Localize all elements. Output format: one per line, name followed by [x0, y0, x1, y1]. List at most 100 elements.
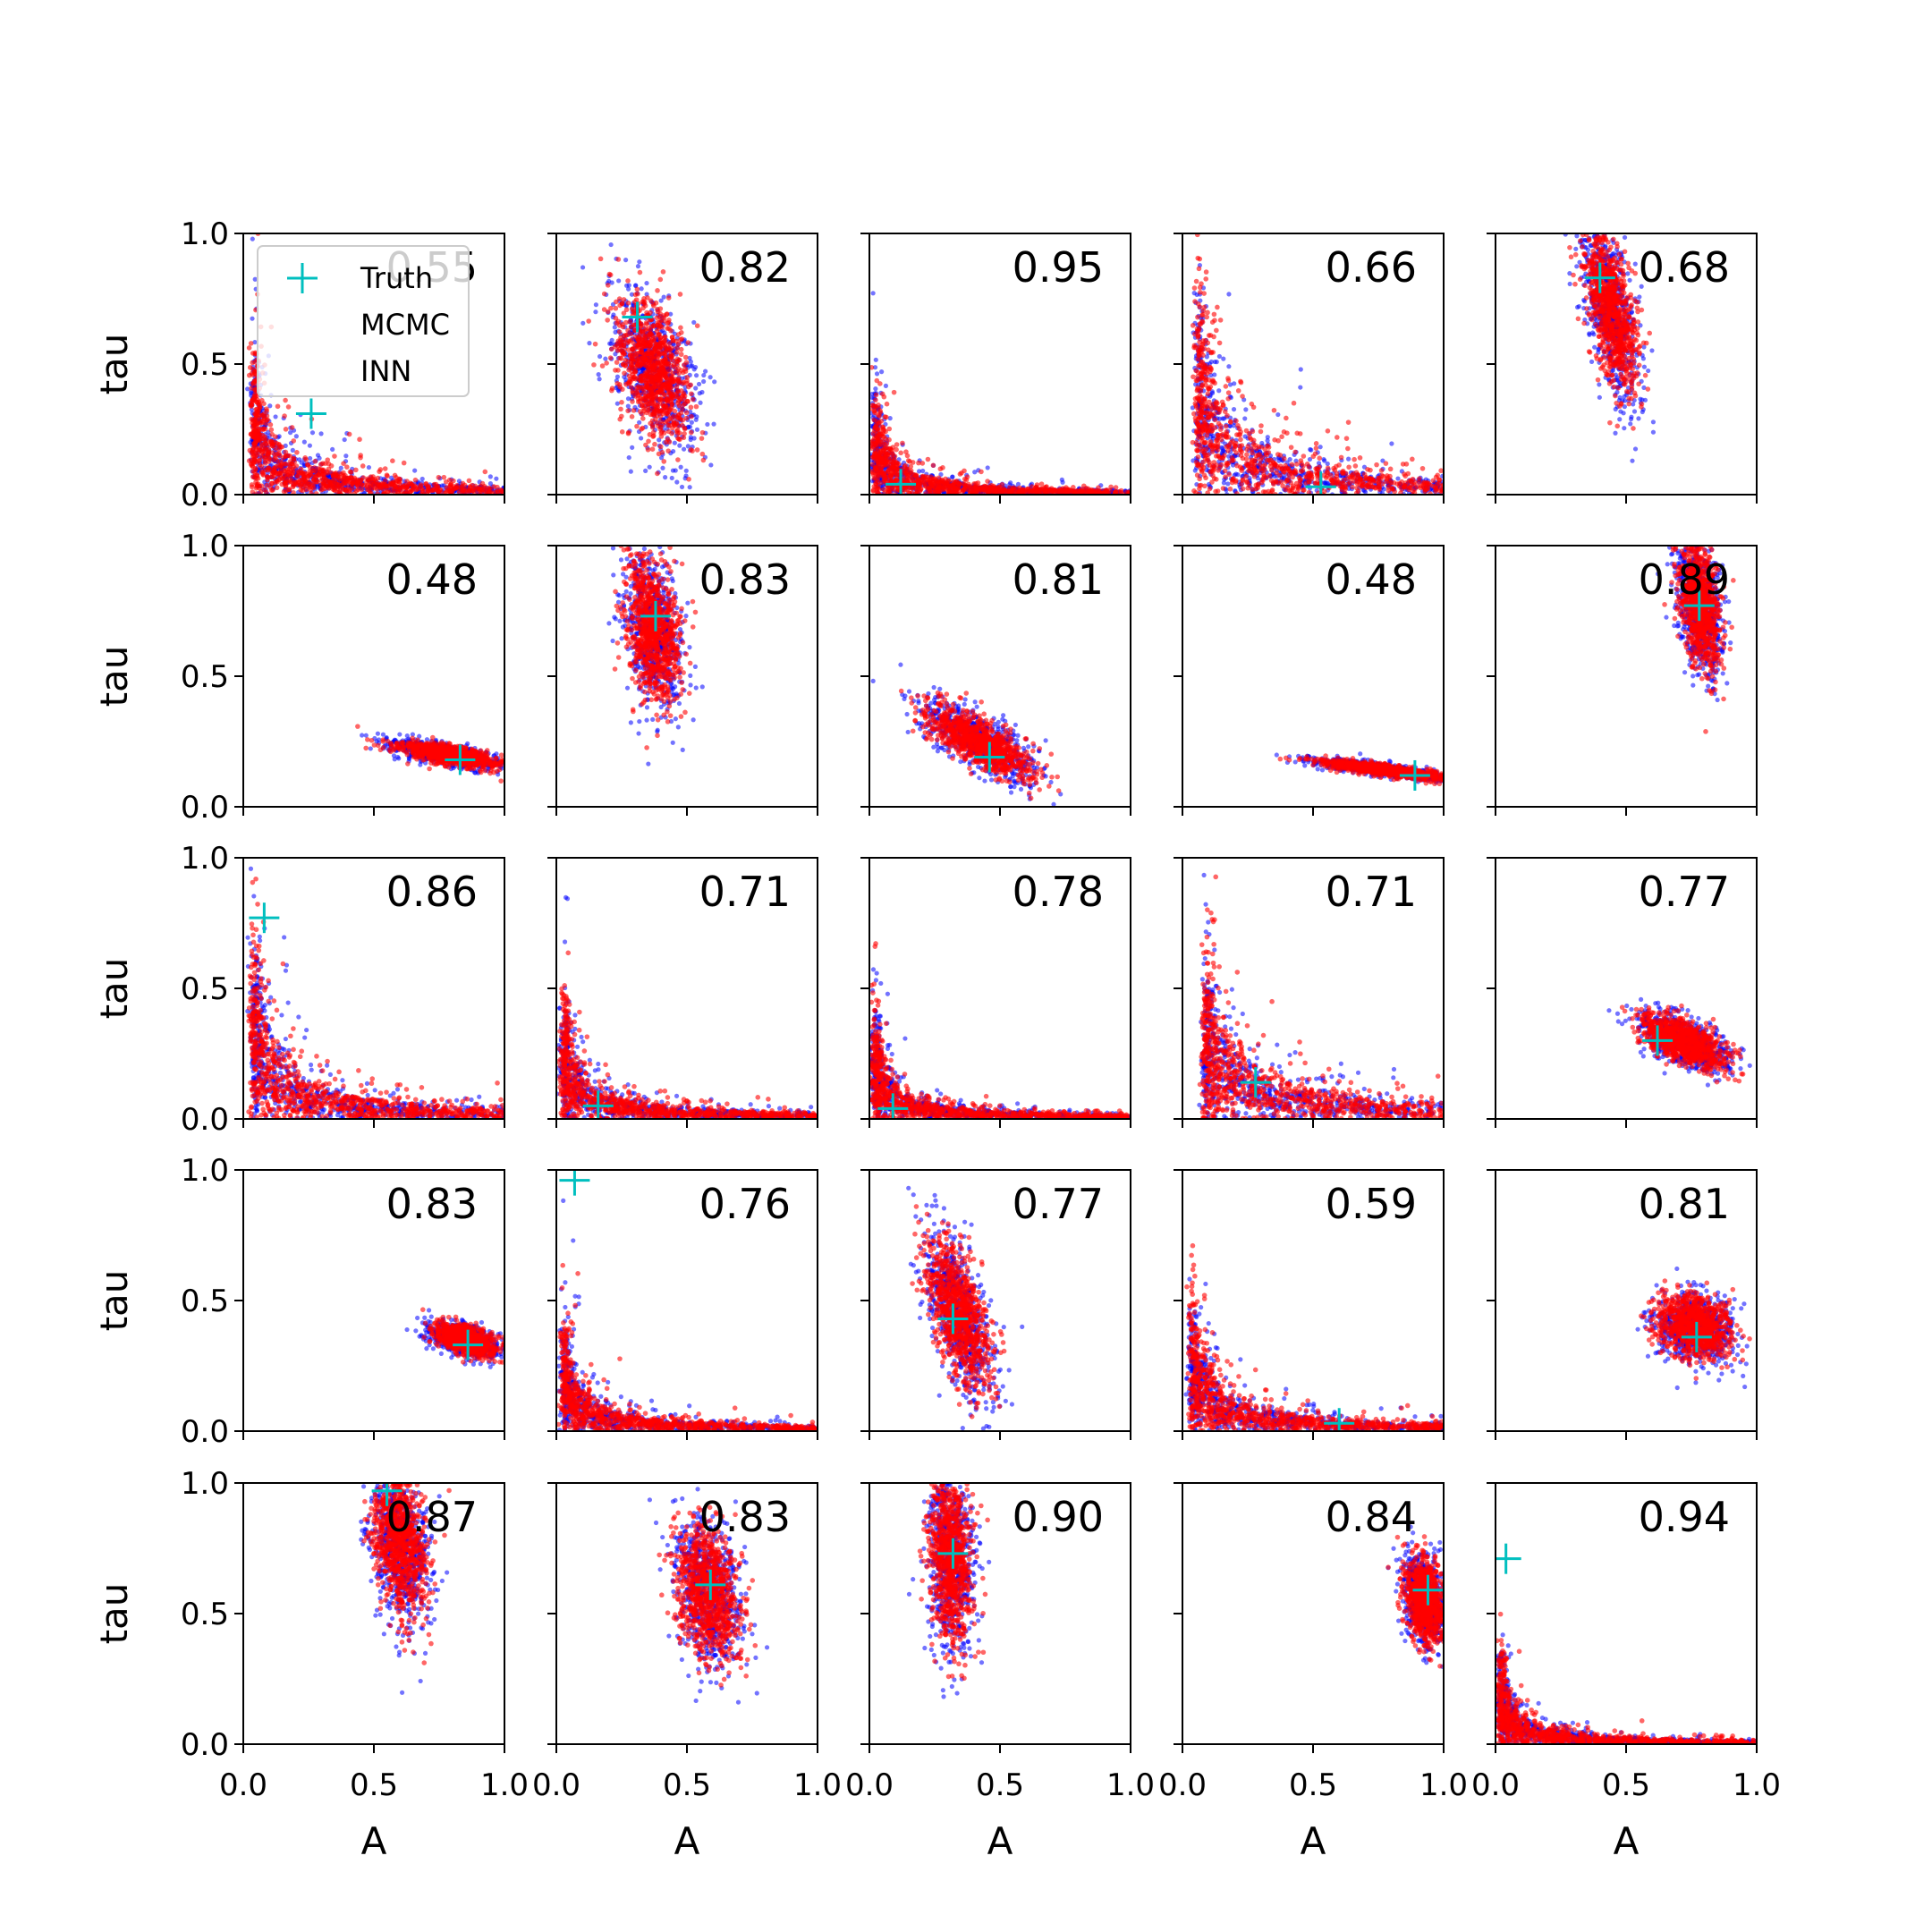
mcmc-point	[688, 435, 693, 440]
inn-point	[365, 487, 370, 493]
inn-point	[663, 374, 668, 380]
mcmc-point	[301, 439, 307, 445]
inn-point	[655, 309, 661, 315]
inn-point	[962, 487, 967, 493]
inn-point	[647, 332, 653, 338]
inn-point	[637, 269, 643, 275]
inn-point	[665, 380, 672, 386]
inn-point	[644, 377, 649, 383]
inn-point	[254, 409, 260, 415]
mcmc-point	[307, 443, 312, 448]
inn-point	[877, 441, 883, 447]
inn-point	[660, 402, 666, 409]
inn-point	[869, 462, 876, 468]
inn-point	[675, 389, 682, 394]
inn-point	[915, 484, 921, 490]
inn-point	[368, 481, 374, 487]
inn-point	[466, 488, 472, 495]
inn-point	[1044, 487, 1050, 494]
inn-point	[268, 487, 275, 493]
inn-point	[319, 475, 326, 481]
inn-point	[677, 436, 682, 443]
mcmc-point	[250, 236, 255, 242]
inn-point	[904, 453, 911, 459]
inn-point	[666, 407, 673, 413]
inn-point	[258, 488, 264, 495]
inn-point	[250, 489, 256, 495]
inn-point	[871, 476, 877, 481]
inn-point	[894, 472, 900, 478]
mcmc-point	[626, 283, 631, 288]
inn-point	[650, 429, 657, 436]
mcmc-point	[1298, 385, 1303, 390]
inn-point	[293, 463, 300, 469]
mcmc-point	[626, 454, 631, 461]
mcmc-point	[628, 469, 633, 474]
mcmc-point	[587, 341, 592, 346]
mcmc-point	[309, 430, 316, 436]
mcmc-point	[616, 278, 622, 284]
inn-point	[625, 338, 631, 344]
inn-point	[643, 343, 649, 348]
mcmc-point	[639, 286, 644, 292]
inn-point	[275, 403, 281, 410]
inn-point	[643, 320, 649, 326]
inn-point	[674, 356, 681, 362]
inn-point	[626, 367, 631, 373]
inn-point	[597, 256, 604, 262]
mcmc-point	[494, 476, 499, 481]
inn-point	[919, 461, 926, 466]
inn-point	[655, 288, 660, 293]
inn-point	[441, 474, 447, 480]
inn-point	[269, 480, 275, 487]
inn-point	[605, 318, 610, 323]
inn-point	[658, 424, 664, 430]
inn-point	[253, 479, 258, 485]
inn-point	[688, 446, 694, 453]
inn-point	[943, 480, 949, 487]
mcmc-point	[366, 464, 372, 470]
inn-point	[619, 429, 625, 435]
inn-point	[872, 408, 877, 414]
mcmc-point	[412, 468, 418, 473]
mcmc-point	[692, 364, 699, 370]
inn-point	[630, 399, 635, 404]
inn-point	[343, 464, 350, 470]
inn-point	[699, 451, 706, 457]
mcmc-point	[593, 302, 599, 308]
inn-point	[283, 480, 288, 486]
mcmc-point	[1275, 411, 1281, 418]
inn-point	[265, 467, 271, 473]
mcmc-point	[683, 468, 689, 473]
inn-point	[639, 426, 644, 432]
mcmc-point	[330, 446, 335, 453]
inn-point	[647, 401, 652, 407]
mcmc-point	[603, 356, 608, 361]
mcmc-point	[873, 386, 878, 392]
inn-point	[390, 458, 395, 463]
inn-point	[256, 445, 262, 451]
mcmc-point	[245, 386, 250, 392]
inn-point	[319, 468, 326, 474]
mcmc-point	[611, 312, 616, 318]
inn-point	[891, 389, 897, 395]
inn-point	[953, 488, 958, 495]
inn-point	[312, 458, 318, 464]
inn-point	[631, 408, 637, 413]
inn-point	[275, 462, 282, 468]
inn-point	[661, 459, 667, 464]
inn-point	[291, 489, 296, 495]
inn-point	[621, 350, 627, 356]
inn-point	[665, 448, 671, 453]
inn-point	[693, 403, 699, 410]
inn-point	[674, 350, 680, 355]
inn-point	[591, 362, 597, 368]
inn-point	[869, 365, 875, 370]
mcmc-point	[639, 436, 644, 441]
inn-point	[261, 415, 267, 421]
inn-point	[283, 470, 289, 475]
inn-point	[435, 485, 441, 490]
inn-point	[283, 427, 289, 432]
mcmc-point	[609, 337, 614, 343]
inn-point	[628, 331, 634, 337]
